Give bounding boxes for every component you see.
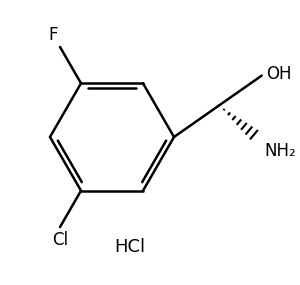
Text: NH₂: NH₂	[264, 142, 296, 160]
Text: HCl: HCl	[114, 238, 146, 256]
Text: F: F	[49, 26, 58, 44]
Text: Cl: Cl	[52, 231, 68, 249]
Text: OH: OH	[266, 65, 291, 83]
